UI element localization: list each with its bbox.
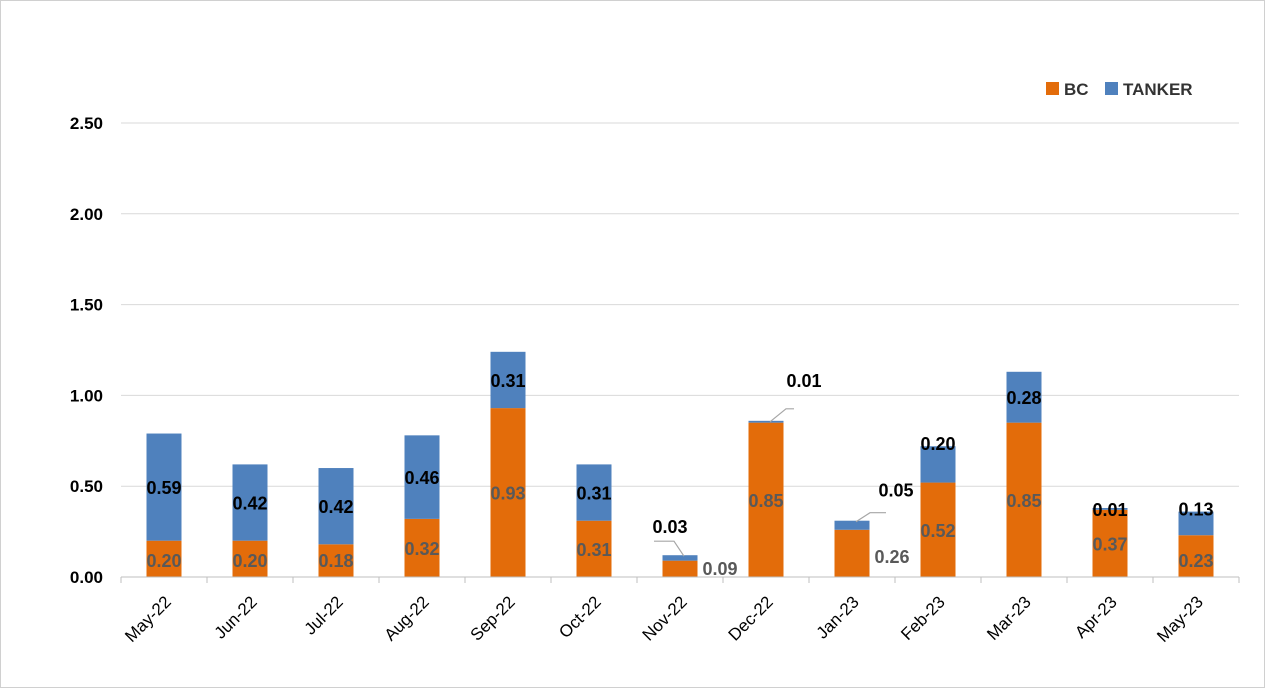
bar-tanker [834,520,870,530]
leader-line [654,540,685,557]
bar-tanker [1006,371,1042,423]
data-label-tanker: 0.13 [1178,500,1213,520]
data-label-tanker: 0.28 [1006,388,1041,408]
data-label-tanker: 0.03 [652,517,687,537]
data-labels: 0.20 0.59 0.20 0.42 0.18 0.42 0.32 0.46 0.93 0.31… [146,371,1213,579]
x-category-label: Apr-23 [1071,592,1121,642]
y-tick-label: 0.50 [70,477,103,496]
bar-tanker [748,420,784,423]
bar-tanker [404,435,440,519]
data-label-tanker: 0.01 [1092,500,1127,520]
x-category-label: Aug-22 [381,592,433,644]
data-label-bc: 0.31 [576,540,611,560]
legend: BC TANKER [1046,80,1193,99]
data-label-bc: 0.85 [748,491,783,511]
legend-label-tanker: TANKER [1123,80,1193,99]
x-axis: May-22 Jun-22 Jul-22 Aug-22 Sep-22 Oct-22 Nov-… [120,576,1240,646]
bar-bc [662,560,698,577]
y-tick-label: 2.50 [70,114,103,133]
leader-lines [654,408,886,557]
bar-tanker [490,351,526,409]
bar-bc [576,520,612,577]
data-label-bc: 0.20 [146,551,181,571]
y-axis: 0.00 0.50 1.00 1.50 2.00 2.50 [70,114,103,587]
bar-bc [490,408,526,577]
data-label-tanker: 0.01 [786,371,821,391]
data-label-bc: 0.09 [702,559,737,579]
leader-line [769,408,794,423]
data-label-bc: 0.20 [232,551,267,571]
bar-bc [146,540,182,577]
data-label-bc: 0.52 [920,521,955,541]
x-category-label: Nov-22 [639,592,691,644]
bar-bc [232,540,268,577]
data-label-tanker: 0.31 [576,484,611,504]
bar-bc [1092,509,1128,577]
data-label-tanker: 0.05 [878,481,913,501]
x-category-label: Feb-23 [897,592,949,644]
bar-bc [404,518,440,577]
bar-bc [920,482,956,577]
x-category-label: Oct-22 [555,592,605,642]
y-tick-label: 1.00 [70,386,103,405]
data-label-bc: 0.85 [1006,491,1041,511]
data-label-bc: 0.37 [1092,534,1127,554]
bar-bc [318,544,354,577]
data-label-tanker: 0.31 [490,371,525,391]
bar-bc [1006,422,1042,577]
data-label-tanker: 0.42 [232,494,267,514]
bar-tanker [576,464,612,521]
x-category-label: Mar-23 [983,592,1035,644]
leader-line [855,512,886,523]
data-label-tanker: 0.46 [404,468,439,488]
data-label-bc: 0.32 [404,539,439,559]
y-tick-label: 2.00 [70,205,103,224]
legend-label-bc: BC [1064,80,1089,99]
data-label-bc: 0.93 [490,484,525,504]
bar-tanker [1178,511,1214,536]
y-tick-label: 1.50 [70,296,103,315]
bar-bc [1178,535,1214,577]
gridlines [121,122,1239,487]
bars [146,351,1214,577]
x-category-label: May-22 [121,592,175,646]
bar-tanker [662,555,698,561]
bar-tanker [146,433,182,541]
bar-bc [834,529,870,577]
bar-tanker [318,468,354,545]
x-category-label: Jun-22 [211,592,261,642]
y-tick-label: 0.00 [70,568,103,587]
legend-swatch-bc [1046,82,1059,95]
x-category-label: Sep-22 [467,592,519,644]
data-label-tanker: 0.42 [318,497,353,517]
bar-tanker [920,446,956,483]
data-label-tanker: 0.20 [920,434,955,454]
data-label-bc: 0.23 [1178,551,1213,571]
legend-swatch-tanker [1105,82,1118,95]
x-category-label: Jul-22 [301,592,347,638]
data-label-tanker: 0.59 [146,478,181,498]
x-category-label: May-23 [1153,592,1207,646]
bar-bc [748,422,784,577]
x-category-label: Jan-23 [813,592,863,642]
data-label-bc: 0.26 [874,547,909,567]
bar-tanker [232,464,268,541]
bar-tanker [1092,507,1128,510]
data-label-bc: 0.18 [318,551,353,571]
x-category-label: Dec-22 [725,592,777,644]
